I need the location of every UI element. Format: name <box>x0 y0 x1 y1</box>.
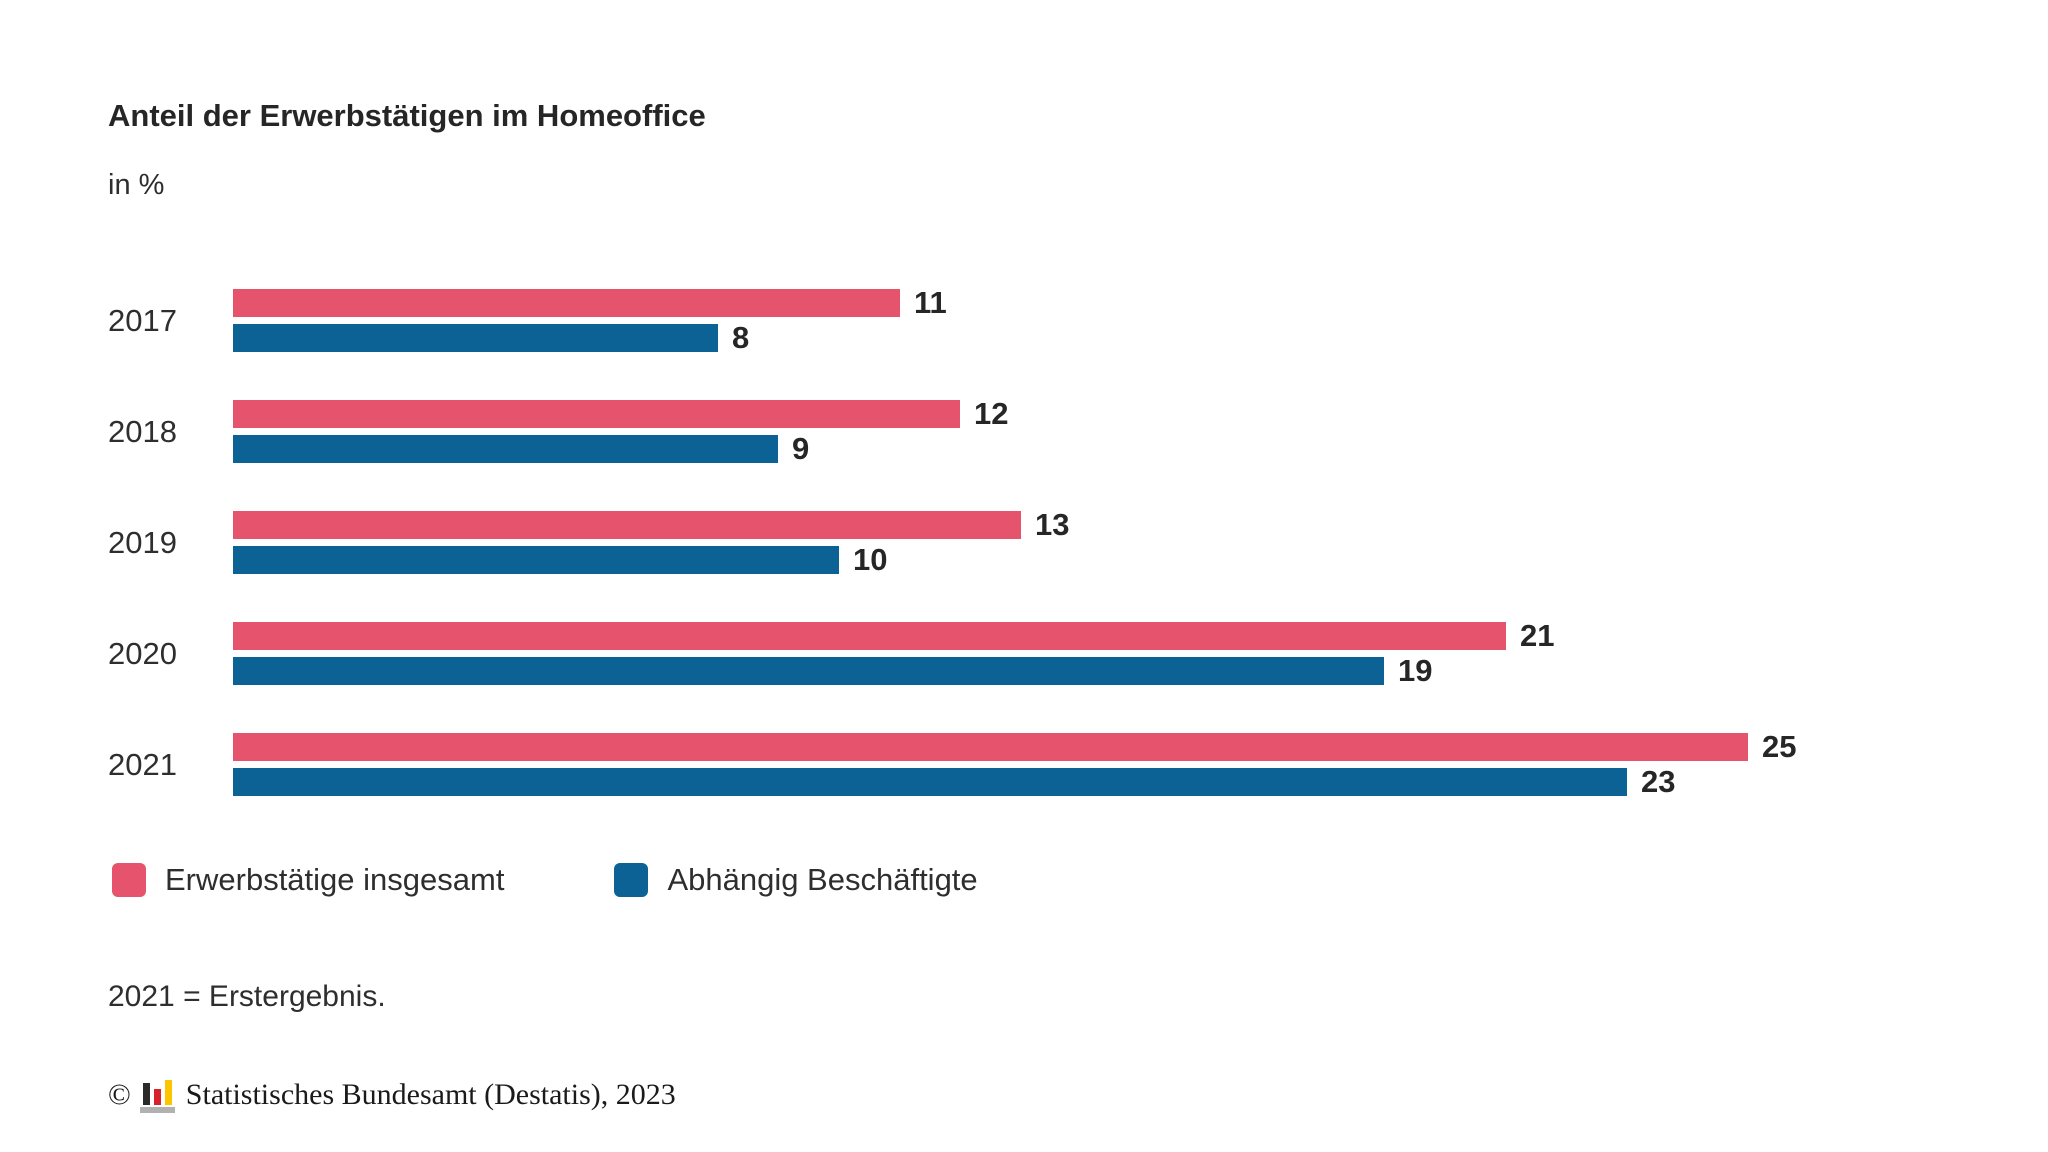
bar-group: 11 8 <box>233 285 2048 355</box>
legend-label: Erwerbstätige insgesamt <box>165 862 505 897</box>
legend-item: Abhängig Beschäftigte <box>614 862 978 898</box>
legend-label: Abhängig Beschäftigte <box>667 862 978 897</box>
logo-bar-red <box>153 1089 161 1105</box>
chart-row-2019: 2019 13 10 <box>108 507 2048 577</box>
bar-abh-ngig-besch-ftigte <box>233 435 778 463</box>
bar-line: 10 <box>233 542 2048 577</box>
destatis-bar-chart-logo-icon <box>139 1077 176 1113</box>
value-label: 23 <box>1641 764 1676 799</box>
legend-item: Erwerbstätige insgesamt <box>112 862 504 898</box>
value-label: 8 <box>732 320 750 355</box>
bar-group: 25 23 <box>233 729 2048 799</box>
legend-swatch-icon <box>112 863 146 897</box>
bar-erwerbst-tige-insgesamt <box>233 511 1021 539</box>
value-label: 13 <box>1035 507 1070 542</box>
copyright-symbol: © <box>108 1078 131 1111</box>
bar-group: 21 19 <box>233 618 2048 688</box>
source-text: Statistisches Bundesamt (Destatis), 2023 <box>185 1078 676 1111</box>
year-label: 2020 <box>108 635 177 671</box>
bar-line: 8 <box>233 320 2048 355</box>
bar-erwerbst-tige-insgesamt <box>233 622 1506 650</box>
value-label: 19 <box>1398 653 1433 688</box>
bar-line: 25 <box>233 729 2048 764</box>
bar-line: 12 <box>233 396 2048 431</box>
value-label: 12 <box>974 396 1009 431</box>
year-label: 2017 <box>108 302 177 338</box>
value-label: 21 <box>1520 618 1555 653</box>
value-label: 10 <box>853 542 888 577</box>
chart-subtitle: in % <box>108 169 165 201</box>
bar-line: 19 <box>233 653 2048 688</box>
value-label: 11 <box>914 285 947 320</box>
chart-row-2017: 2017 11 8 <box>108 285 2048 355</box>
bar-abh-ngig-besch-ftigte <box>233 324 718 352</box>
bar-abh-ngig-besch-ftigte <box>233 546 839 574</box>
year-label: 2021 <box>108 746 177 782</box>
logo-bar-yellow <box>164 1080 172 1105</box>
year-label: 2018 <box>108 413 177 449</box>
bar-line: 21 <box>233 618 2048 653</box>
source-line: © Statistisches Bundesamt (Destatis), 20… <box>108 1077 2048 1113</box>
footnote: 2021 = Erstergebnis. <box>108 980 386 1013</box>
bar-erwerbst-tige-insgesamt <box>233 733 1748 761</box>
value-label: 25 <box>1762 729 1797 764</box>
logo-base-gray <box>139 1107 175 1113</box>
bar-line: 23 <box>233 764 2048 799</box>
chart-legend: Erwerbstätige insgesamt Abhängig Beschäft… <box>112 862 2048 898</box>
value-label: 9 <box>792 431 810 466</box>
legend-swatch-icon <box>614 863 649 897</box>
bar-line: 13 <box>233 507 2048 542</box>
bar-group: 12 9 <box>233 396 2048 466</box>
bar-group: 13 10 <box>233 507 2048 577</box>
bar-abh-ngig-besch-ftigte <box>233 657 1384 685</box>
bar-abh-ngig-besch-ftigte <box>233 768 1627 796</box>
chart-row-2020: 2020 21 19 <box>108 618 2048 688</box>
bar-erwerbst-tige-insgesamt <box>233 289 900 317</box>
bar-line: 11 <box>233 285 2048 320</box>
year-label: 2019 <box>108 524 177 560</box>
bar-line: 9 <box>233 431 2048 466</box>
chart-title: Anteil der Erwerbstätigen im Homeoffice <box>108 98 706 133</box>
bar-erwerbst-tige-insgesamt <box>233 400 960 428</box>
chart-row-2021: 2021 25 23 <box>108 729 2048 799</box>
logo-bar-black <box>142 1083 150 1105</box>
bar-chart: 2017 11 8 2018 12 9 2019 13 10 2020 21 19 2021 25 23 <box>108 285 2048 799</box>
chart-row-2018: 2018 12 9 <box>108 396 2048 466</box>
